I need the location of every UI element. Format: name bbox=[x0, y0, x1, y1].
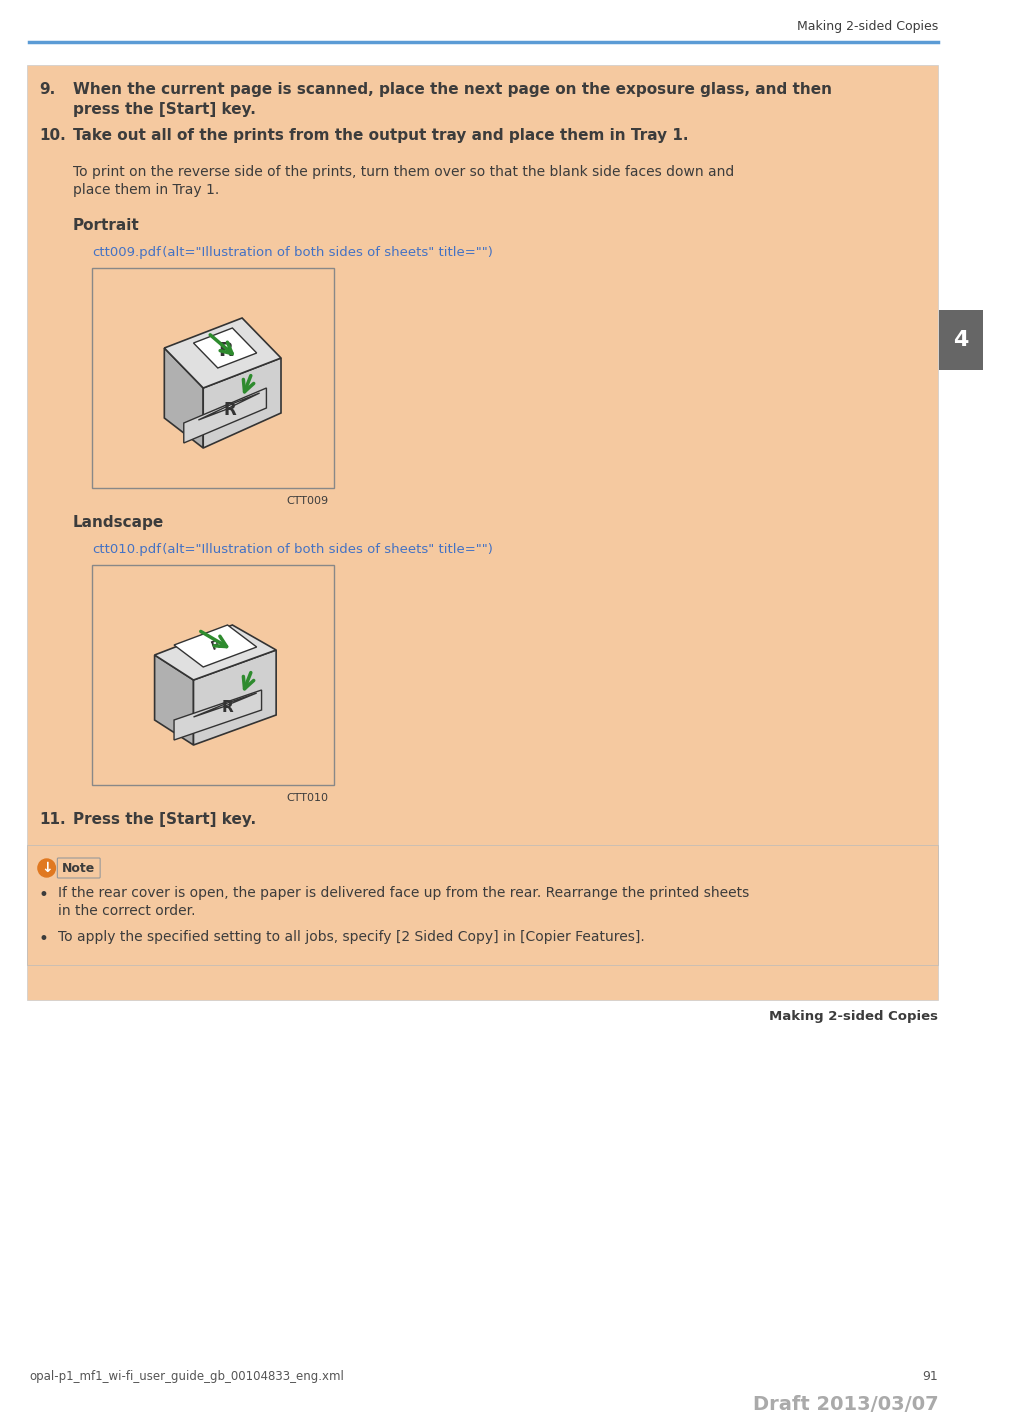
Text: R: R bbox=[218, 341, 233, 360]
Text: Draft 2013/03/07: Draft 2013/03/07 bbox=[752, 1395, 939, 1414]
Text: (alt="Illustration of both sides of sheets" title=""): (alt="Illustration of both sides of shee… bbox=[159, 246, 494, 259]
FancyArrowPatch shape bbox=[243, 672, 253, 689]
Text: (alt="Illustration of both sides of sheets" title=""): (alt="Illustration of both sides of shee… bbox=[159, 543, 494, 556]
Text: Making 2-sided Copies: Making 2-sided Copies bbox=[770, 1010, 939, 1023]
FancyArrowPatch shape bbox=[201, 631, 227, 647]
Text: 9.: 9. bbox=[39, 82, 55, 97]
Text: Note: Note bbox=[62, 863, 96, 875]
FancyBboxPatch shape bbox=[0, 0, 989, 1421]
Polygon shape bbox=[193, 649, 276, 745]
Text: Landscape: Landscape bbox=[73, 514, 164, 530]
Text: R: R bbox=[222, 699, 233, 715]
FancyBboxPatch shape bbox=[940, 310, 983, 369]
FancyBboxPatch shape bbox=[93, 269, 334, 487]
Text: Press the [Start] key.: Press the [Start] key. bbox=[73, 811, 257, 827]
FancyBboxPatch shape bbox=[93, 566, 334, 784]
Text: opal-p1_mf1_wi-fi_user_guide_gb_00104833_eng.xml: opal-p1_mf1_wi-fi_user_guide_gb_00104833… bbox=[30, 1370, 344, 1383]
Polygon shape bbox=[155, 625, 276, 681]
Text: ↓: ↓ bbox=[41, 861, 53, 875]
Text: 4: 4 bbox=[954, 330, 969, 350]
Text: ctt010.pdf: ctt010.pdf bbox=[93, 543, 162, 556]
Polygon shape bbox=[164, 348, 204, 448]
Text: •: • bbox=[39, 929, 49, 948]
Text: ctt009.pdf: ctt009.pdf bbox=[93, 246, 161, 259]
Text: Portrait: Portrait bbox=[73, 217, 139, 233]
Polygon shape bbox=[164, 318, 281, 388]
Text: Making 2-sided Copies: Making 2-sided Copies bbox=[797, 20, 939, 33]
Circle shape bbox=[38, 860, 55, 877]
Polygon shape bbox=[204, 358, 281, 448]
Text: Take out all of the prints from the output tray and place them in Tray 1.: Take out all of the prints from the outp… bbox=[73, 128, 688, 144]
Text: To apply the specified setting to all jobs, specify [2 Sided Copy] in [Copier Fe: To apply the specified setting to all jo… bbox=[58, 929, 645, 944]
Text: in the correct order.: in the correct order. bbox=[58, 904, 195, 918]
Text: CTT010: CTT010 bbox=[287, 793, 329, 803]
Text: press the [Start] key.: press the [Start] key. bbox=[73, 102, 256, 117]
Polygon shape bbox=[174, 691, 262, 740]
Polygon shape bbox=[184, 388, 267, 443]
Polygon shape bbox=[193, 693, 257, 718]
Text: When the current page is scanned, place the next page on the exposure glass, and: When the current page is scanned, place … bbox=[73, 82, 832, 97]
FancyBboxPatch shape bbox=[27, 845, 939, 965]
Text: CTT009: CTT009 bbox=[286, 496, 329, 506]
Text: If the rear cover is open, the paper is delivered face up from the rear. Rearran: If the rear cover is open, the paper is … bbox=[58, 887, 749, 899]
Polygon shape bbox=[155, 655, 193, 745]
Text: R: R bbox=[209, 637, 223, 652]
Polygon shape bbox=[199, 394, 260, 421]
Text: 10.: 10. bbox=[39, 128, 65, 144]
Text: To print on the reverse side of the prints, turn them over so that the blank sid: To print on the reverse side of the prin… bbox=[73, 165, 734, 179]
Text: 11.: 11. bbox=[39, 811, 65, 827]
Text: 91: 91 bbox=[922, 1370, 939, 1383]
Text: place them in Tray 1.: place them in Tray 1. bbox=[73, 183, 219, 198]
FancyBboxPatch shape bbox=[27, 65, 939, 1000]
FancyArrowPatch shape bbox=[210, 335, 232, 354]
Text: R: R bbox=[223, 401, 236, 419]
Polygon shape bbox=[174, 625, 257, 666]
FancyArrowPatch shape bbox=[243, 375, 253, 392]
Polygon shape bbox=[193, 328, 257, 368]
Text: •: • bbox=[39, 887, 49, 904]
FancyBboxPatch shape bbox=[57, 858, 100, 878]
